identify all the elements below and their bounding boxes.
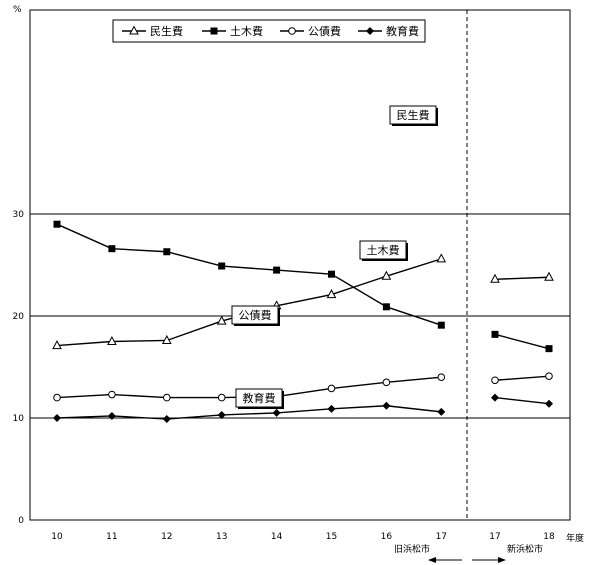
data-point: [52, 340, 62, 350]
x-tick-label: 11: [106, 532, 117, 542]
data-point: [366, 27, 374, 35]
data-point: [491, 376, 499, 385]
x-tick-label: 17: [436, 532, 447, 542]
series-line-1: [494, 333, 550, 350]
data-point: [545, 372, 553, 380]
x-unit-label: 年度: [566, 532, 584, 544]
data-point: [328, 270, 335, 278]
data-point: [545, 345, 553, 353]
data-point: [327, 404, 336, 413]
segment-label-new: 新浜松市: [507, 543, 543, 555]
y-tick-label: 30: [13, 210, 25, 220]
x-tick-label: 17: [489, 532, 500, 542]
series-line-1: [56, 223, 442, 326]
legend: 民生費 土木費 公債費 教育費: [112, 19, 426, 43]
y-tick-label: 10: [13, 414, 25, 424]
data-point: [437, 321, 445, 329]
data-point: [382, 401, 391, 410]
callout-label: 教育費: [243, 391, 276, 405]
y-tick-label: 0: [18, 516, 24, 526]
x-tick-label: 12: [161, 532, 172, 542]
callout-label: 土木費: [367, 243, 400, 257]
legend-label: 公債費: [308, 24, 341, 38]
x-tick-label: 10: [51, 532, 63, 542]
data-point: [161, 334, 172, 344]
data-point: [288, 27, 296, 35]
data-point: [490, 273, 500, 283]
callout-label: 公債費: [239, 308, 272, 322]
data-point: [53, 220, 61, 228]
data-point: [216, 315, 227, 325]
data-point: [217, 410, 226, 419]
legend-label: 民生費: [150, 24, 183, 38]
data-point: [436, 253, 447, 263]
data-point: [326, 289, 337, 299]
callout-label: 民生費: [397, 108, 430, 122]
segment-arrows: [428, 557, 506, 563]
callout-box: [389, 105, 437, 125]
data-point: [272, 408, 281, 417]
data-point: [491, 330, 499, 338]
legend-label: 教育費: [386, 24, 419, 38]
x-tick-label: 14: [271, 532, 283, 542]
data-point: [108, 390, 116, 399]
data-point: [273, 266, 281, 274]
series-line-2: [494, 375, 550, 381]
data-point: [437, 373, 446, 382]
x-tick-label: 13: [216, 532, 227, 542]
series-line-0: [494, 276, 550, 280]
data-point: [53, 393, 61, 402]
data-point: [163, 248, 171, 256]
data-point: [53, 414, 61, 422]
y-tick-label: 20: [13, 312, 25, 322]
data-point: [327, 384, 336, 393]
data-point: [108, 245, 116, 253]
series-line-3: [494, 396, 550, 405]
data-point: [107, 335, 117, 345]
data-point: [129, 25, 139, 35]
data-point: [544, 271, 554, 281]
data-point: [545, 399, 553, 408]
segment-label-old: 旧浜松市: [394, 543, 430, 555]
data-point: [162, 415, 171, 424]
data-point: [491, 393, 499, 402]
x-tick-label: 16: [381, 532, 393, 542]
plot-area: [29, 9, 571, 521]
x-tick-label: 15: [326, 532, 337, 542]
y-unit-label: %: [13, 5, 22, 15]
data-point: [382, 303, 390, 311]
callout-box: [359, 240, 407, 260]
series-line-3: [56, 405, 442, 420]
data-point: [210, 27, 218, 35]
data-point: [382, 378, 391, 387]
x-tick-label: 18: [543, 532, 555, 542]
legend-label: 土木費: [230, 24, 263, 38]
callout-box: [235, 388, 283, 408]
data-point: [218, 262, 226, 270]
data-point: [217, 393, 226, 402]
data-point: [107, 411, 116, 420]
data-point: [437, 407, 446, 416]
data-point: [381, 270, 392, 280]
data-point: [163, 393, 171, 402]
callout-box: [231, 305, 279, 325]
